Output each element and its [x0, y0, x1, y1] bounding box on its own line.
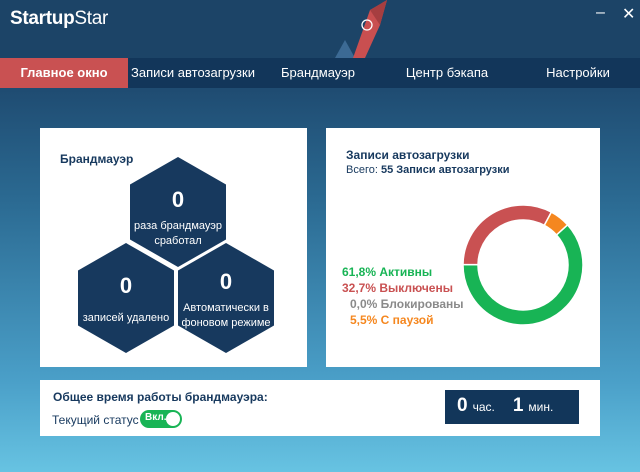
- hex-deleted: 0 записей удалено: [78, 243, 174, 353]
- uptime-timer: 0 час. 1 мин.: [445, 390, 579, 424]
- tab-backup-center[interactable]: Центр бэкапа: [405, 65, 489, 80]
- legend-paused: 5,5% С паузой: [350, 313, 434, 327]
- startup-card: Записи автозагрузки Всего: 55 Записи авт…: [326, 128, 600, 367]
- close-button[interactable]: ✕: [622, 6, 636, 23]
- startup-title: Записи автозагрузки: [346, 148, 470, 162]
- minimize-button[interactable]: –: [596, 4, 605, 21]
- tab-firewall[interactable]: Брандмауэр: [281, 65, 355, 80]
- startup-total: Всего: 55 Записи автозагрузки: [346, 164, 510, 176]
- title-bar: StartupStar – ✕: [0, 0, 640, 58]
- donut-slice-disabled: [462, 204, 553, 266]
- tab-main-window[interactable]: Главное окно: [0, 58, 128, 88]
- status-label: Текущий статус: [52, 413, 139, 427]
- tab-startup-entries[interactable]: Записи автозагрузки: [131, 65, 255, 80]
- donut-slice-active: [462, 223, 584, 326]
- uptime-title: Общее время работы брандмауэра:: [53, 390, 268, 404]
- donut-legend: 61,8% Активны 32,7% Выключены 0,0% Блоки…: [342, 264, 464, 328]
- startup-donut-chart: [462, 204, 584, 326]
- tab-settings[interactable]: Настройки: [546, 65, 610, 80]
- legend-disabled: 32,7% Выключены: [342, 281, 453, 295]
- main-nav: Главное окно Записи автозагрузки Брандма…: [0, 58, 640, 88]
- refresh-icon: [361, 19, 373, 31]
- legend-blocked: 0,0% Блокированы: [350, 297, 464, 311]
- firewall-title: Брандмауэр: [60, 152, 134, 166]
- rocket-illustration: [335, 0, 387, 58]
- hex-automatic: 0 Автоматически в фоновом режиме: [178, 243, 274, 353]
- legend-active: 61,8% Активны: [342, 265, 433, 279]
- firewall-card: Брандмауэр 0 раза брандмауэр сработал 0 за…: [40, 128, 307, 367]
- hex-triggered: 0 раза брандмауэр сработал: [130, 157, 226, 267]
- app-logo: StartupStar: [10, 8, 109, 29]
- firewall-toggle[interactable]: Вкл.: [140, 410, 182, 428]
- donut-slice-paused: [543, 211, 569, 236]
